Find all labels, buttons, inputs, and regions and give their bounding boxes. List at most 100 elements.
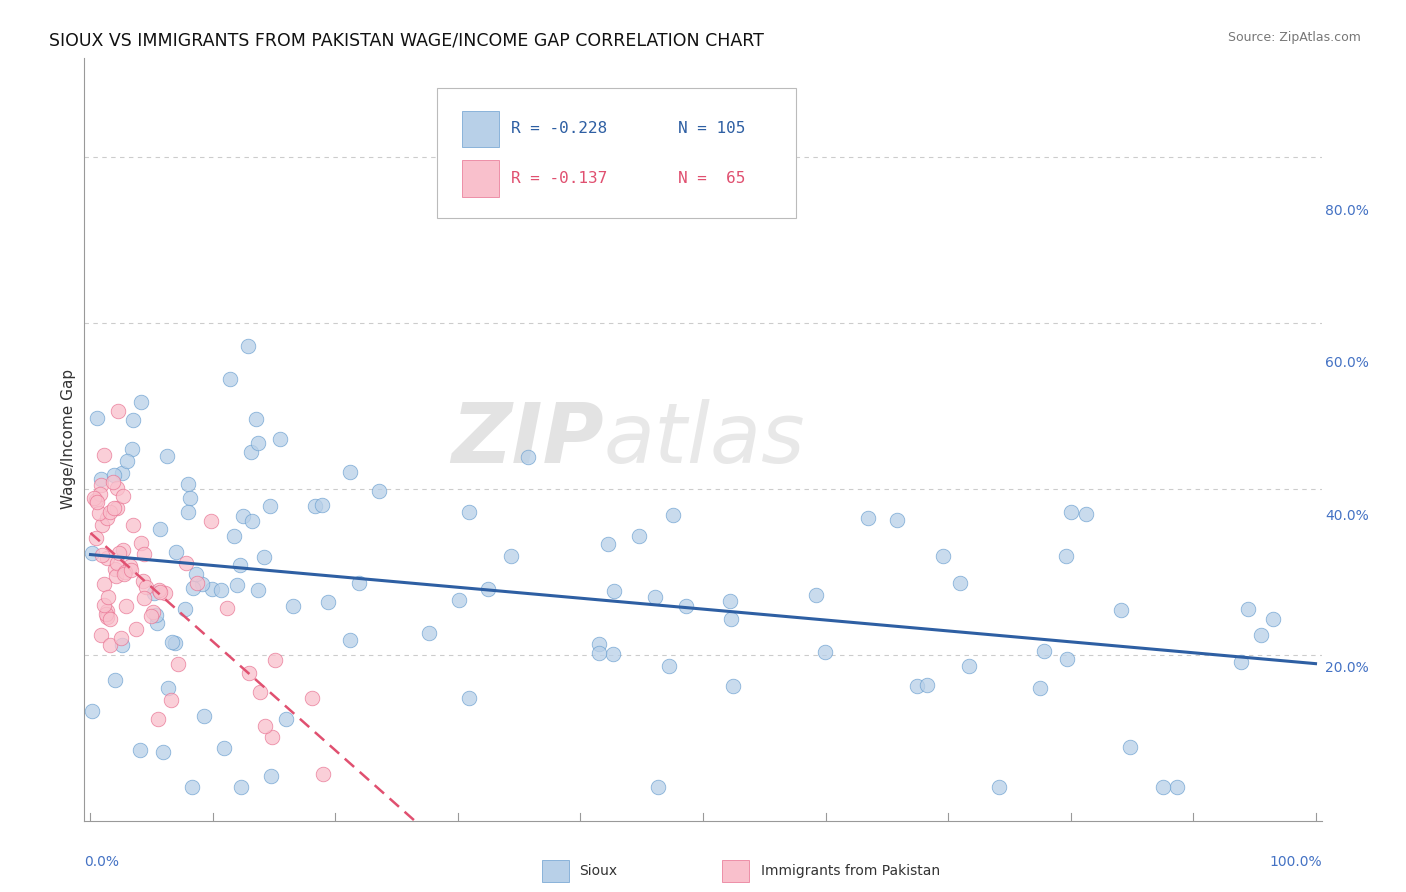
Point: [662, 508, 685, 522]
Text: SIOUX VS IMMIGRANTS FROM PAKISTAN WAGE/INCOME GAP CORRELATION CHART: SIOUX VS IMMIGRANTS FROM PAKISTAN WAGE/I…: [49, 31, 763, 49]
Point: [134, 591, 156, 605]
Point: [107, 500, 129, 515]
Point: [948, 576, 970, 591]
Point: [141, 609, 163, 624]
Point: [477, 582, 499, 596]
Point: [806, 588, 828, 602]
Point: [104, 562, 127, 576]
Point: [249, 685, 271, 699]
Point: [1111, 602, 1133, 616]
Point: [224, 529, 246, 543]
Point: [236, 339, 259, 353]
Point: [988, 780, 1011, 795]
Point: [240, 444, 263, 458]
Point: [347, 575, 370, 590]
Point: [111, 489, 134, 503]
Point: [602, 647, 624, 661]
Point: [304, 499, 326, 513]
Point: [721, 679, 744, 693]
Text: 20.0%: 20.0%: [1326, 661, 1369, 675]
Text: 100.0%: 100.0%: [1270, 855, 1322, 869]
Point: [418, 626, 440, 640]
Point: [186, 576, 208, 591]
Point: [603, 584, 626, 599]
Point: [201, 582, 224, 596]
Point: [131, 536, 153, 550]
Point: [89, 487, 111, 501]
Point: [856, 510, 879, 524]
Text: 80.0%: 80.0%: [1326, 203, 1369, 218]
Point: [129, 395, 152, 409]
Point: [1166, 780, 1188, 795]
Point: [98, 638, 121, 652]
Point: [814, 645, 837, 659]
Point: [675, 599, 697, 613]
Point: [93, 598, 115, 612]
Point: [200, 514, 222, 528]
Point: [516, 450, 538, 464]
Point: [112, 567, 135, 582]
Point: [1056, 652, 1078, 666]
Text: R = -0.228: R = -0.228: [512, 121, 607, 136]
Point: [156, 681, 179, 695]
Point: [96, 510, 118, 524]
Point: [1230, 656, 1253, 670]
Point: [181, 780, 204, 795]
Text: atlas: atlas: [605, 399, 806, 480]
Point: [269, 433, 291, 447]
Point: [165, 545, 187, 559]
Text: ZIP: ZIP: [451, 399, 605, 480]
Text: N = 105: N = 105: [678, 121, 745, 136]
Point: [720, 593, 742, 607]
Point: [191, 577, 214, 591]
FancyBboxPatch shape: [543, 860, 569, 881]
Point: [245, 411, 267, 425]
Point: [311, 499, 333, 513]
Point: [165, 636, 187, 650]
Point: [89, 506, 111, 520]
Point: [105, 481, 128, 495]
Text: R = -0.137: R = -0.137: [512, 171, 607, 186]
Point: [179, 491, 201, 506]
Point: [1054, 549, 1077, 563]
Point: [114, 566, 136, 580]
Point: [283, 599, 305, 613]
Point: [84, 493, 107, 508]
Point: [110, 632, 132, 646]
Point: [1261, 612, 1284, 626]
Point: [247, 435, 270, 450]
Point: [93, 577, 115, 591]
Point: [146, 713, 169, 727]
Text: N =  65: N = 65: [678, 171, 745, 186]
Point: [105, 556, 128, 570]
Point: [1032, 644, 1054, 658]
FancyBboxPatch shape: [721, 860, 749, 881]
Point: [135, 580, 157, 594]
Point: [84, 531, 107, 545]
Point: [112, 542, 135, 557]
Point: [658, 658, 681, 673]
Point: [177, 506, 200, 520]
Point: [115, 599, 138, 613]
Text: Source: ZipAtlas.com: Source: ZipAtlas.com: [1227, 31, 1361, 45]
Point: [252, 549, 274, 564]
Point: [232, 509, 254, 524]
Text: Immigrants from Pakistan: Immigrants from Pakistan: [761, 864, 941, 878]
Point: [262, 730, 284, 744]
Point: [96, 607, 118, 621]
Point: [246, 582, 269, 597]
Point: [129, 742, 152, 756]
Point: [628, 529, 651, 543]
Point: [1119, 740, 1142, 755]
Point: [238, 665, 260, 680]
Point: [231, 780, 253, 795]
Point: [501, 549, 523, 564]
Point: [644, 590, 666, 604]
Point: [312, 767, 335, 781]
Point: [457, 506, 479, 520]
Point: [209, 583, 232, 598]
Point: [93, 448, 115, 462]
Point: [1060, 505, 1083, 519]
Point: [90, 478, 112, 492]
Point: [132, 547, 155, 561]
